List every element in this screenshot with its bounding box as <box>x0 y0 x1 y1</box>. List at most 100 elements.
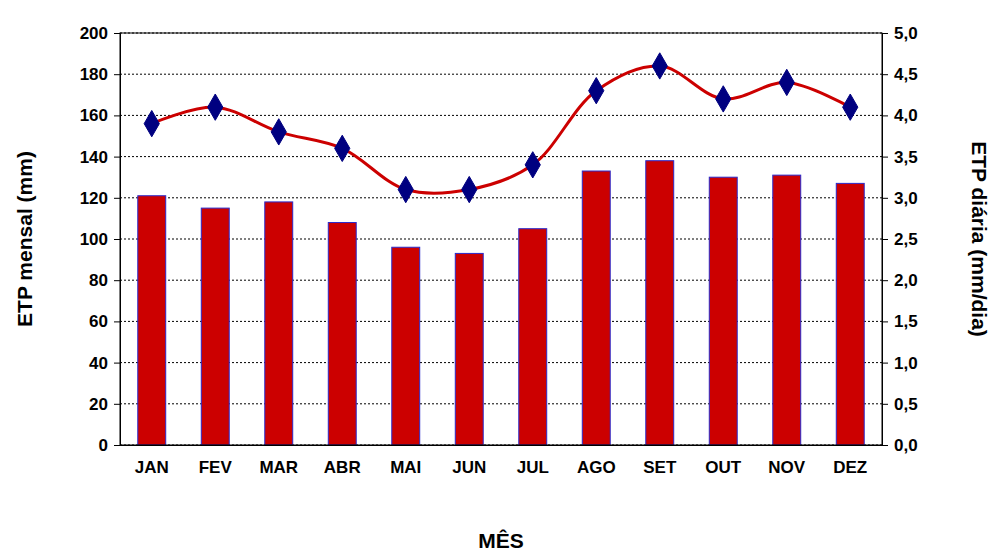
tick-label: 1,0 <box>894 354 918 373</box>
tick-label: 1,5 <box>894 312 918 331</box>
y-axis-title: ETP mensal (mm) <box>13 151 36 327</box>
grid-line <box>120 321 882 322</box>
marker <box>652 53 667 79</box>
grid-line <box>120 197 882 198</box>
tick-label: 4,5 <box>894 65 918 84</box>
bar <box>455 253 483 445</box>
tick-label: NOV <box>768 458 806 477</box>
axis-line <box>114 34 121 446</box>
tick-label: 0,0 <box>894 436 918 455</box>
tick-label: 0 <box>99 436 108 455</box>
tick: 100 <box>80 230 120 249</box>
x-axis: JANFEVMARABRMAIJUNJULAGOSETOUTNOVDEZ <box>121 446 883 478</box>
marker <box>589 78 604 104</box>
tick-mark <box>114 280 120 281</box>
tick: 140 <box>80 148 120 167</box>
y2-axis-title: ETP diária (mm/dia) <box>968 141 991 337</box>
bar <box>646 161 674 445</box>
tick-mark <box>882 198 888 199</box>
chart: 0204060801001201401601802000,00,51,01,52… <box>0 0 1005 557</box>
marker <box>525 152 540 178</box>
tick-mark <box>114 404 120 405</box>
tick: 60 <box>89 312 120 331</box>
tick: 0,5 <box>882 395 918 414</box>
bar <box>582 171 610 445</box>
tick-mark <box>114 74 120 75</box>
tick: 120 <box>80 189 120 208</box>
marker <box>398 176 413 202</box>
tick-label: 80 <box>89 271 108 290</box>
bar <box>519 229 547 445</box>
tick: 4,0 <box>882 106 918 125</box>
tick: 40 <box>89 354 120 373</box>
tick-label: JAN <box>135 458 169 477</box>
tick-label: JUN <box>452 458 486 477</box>
tick-mark <box>114 33 120 34</box>
tick: 0,0 <box>882 436 918 455</box>
tick-label: 20 <box>89 395 108 414</box>
tick: MAI <box>390 458 421 477</box>
tick-label: DEZ <box>833 458 867 477</box>
y2-axis: 0,00,51,01,52,02,53,03,54,04,55,0 <box>882 24 918 455</box>
tick-label: AGO <box>577 458 616 477</box>
tick: 3,0 <box>882 189 918 208</box>
tick-label: 3,5 <box>894 148 918 167</box>
axis-line <box>883 34 889 446</box>
tick: JUL <box>517 458 549 477</box>
bar <box>709 177 737 445</box>
marker <box>144 110 159 136</box>
tick: MAR <box>259 458 298 477</box>
tick-mark <box>114 321 120 322</box>
bar <box>138 196 166 445</box>
axis-line <box>121 445 883 446</box>
tick: AGO <box>577 458 616 477</box>
tick: 2,0 <box>882 271 918 290</box>
tick: 4,5 <box>882 65 918 84</box>
tick-mark <box>114 198 120 199</box>
tick-mark <box>882 445 888 446</box>
tick-mark <box>882 115 888 116</box>
tick: 3,5 <box>882 148 918 167</box>
marker <box>208 94 223 120</box>
bar <box>392 247 420 445</box>
grid-line <box>120 74 882 75</box>
plot-frame <box>120 33 882 445</box>
tick-label: 180 <box>80 65 108 84</box>
grid <box>120 33 882 445</box>
tick: 1,0 <box>882 354 918 373</box>
tick-label: ABR <box>324 458 361 477</box>
tick: 5,0 <box>882 24 918 43</box>
tick-label: JUL <box>517 458 549 477</box>
bar <box>773 175 801 445</box>
tick-mark <box>882 321 888 322</box>
tick-mark <box>882 74 888 75</box>
grid-line <box>120 280 882 281</box>
tick-mark <box>114 445 120 446</box>
tick-label: 5,0 <box>894 24 918 43</box>
tick-label: FEV <box>199 458 233 477</box>
tick-label: 0,5 <box>894 395 918 414</box>
tick-label: MAI <box>390 458 421 477</box>
tick-label: 100 <box>80 230 108 249</box>
tick: 1,5 <box>882 312 918 331</box>
x-axis-title: MÊS <box>478 529 524 552</box>
marker <box>462 176 477 202</box>
bar <box>836 183 864 445</box>
tick-label: 4,0 <box>894 106 918 125</box>
plot: 0204060801001201401601802000,00,51,01,52… <box>80 24 918 477</box>
tick: 180 <box>80 65 120 84</box>
tick: 0 <box>99 436 120 455</box>
marker <box>271 119 286 145</box>
tick: ABR <box>324 458 361 477</box>
tick-label: 140 <box>80 148 108 167</box>
tick: JUN <box>452 458 486 477</box>
tick: 200 <box>80 24 120 43</box>
tick: JAN <box>135 458 169 477</box>
grid-line <box>120 156 882 157</box>
tick-mark <box>114 157 120 158</box>
tick: FEV <box>199 458 233 477</box>
tick-label: 200 <box>80 24 108 43</box>
tick: NOV <box>768 458 806 477</box>
marks <box>138 53 864 445</box>
tick-label: 2,0 <box>894 271 918 290</box>
